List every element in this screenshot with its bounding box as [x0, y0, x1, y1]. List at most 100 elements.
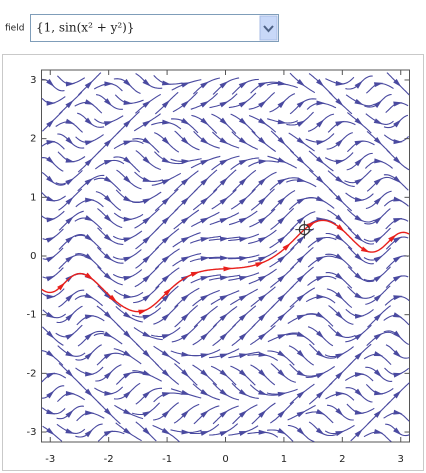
stream-arrow [316, 175, 325, 184]
x-tick-label: 1 [281, 454, 287, 465]
stream-arrow [354, 272, 364, 281]
stream-arrow [315, 311, 325, 319]
stream-arrow [123, 256, 133, 262]
stream-arrow [239, 237, 249, 242]
stream-arrow [393, 78, 402, 87]
stream-arrow [277, 350, 287, 358]
stream-arrow [258, 196, 267, 205]
stream-arrow [142, 176, 152, 182]
stream-arrow [84, 234, 94, 242]
stream-arrow [103, 272, 113, 281]
stream-arrow [103, 233, 113, 242]
stream-arrow [373, 136, 383, 145]
stream-arrow [393, 427, 402, 436]
stream-arrow [258, 351, 268, 357]
stream-arrow [161, 350, 171, 358]
stream-arrow [219, 353, 229, 359]
stream-arrow [46, 119, 55, 128]
stream-arrow [103, 311, 113, 320]
dropdown-box[interactable] [30, 14, 279, 42]
stream-arrow [104, 195, 113, 204]
locator-cross [295, 220, 314, 239]
stream-arrow [181, 369, 190, 378]
x-tick-label: -3 [45, 454, 55, 465]
stream-arrow [354, 178, 364, 186]
stream-arrow [238, 389, 248, 396]
stream-arrow [65, 157, 75, 163]
stream-arrow [65, 235, 75, 244]
stream-arrow [219, 117, 228, 126]
stream-arrow [277, 119, 287, 125]
stream-arrow [316, 140, 326, 146]
stream-arrow [316, 330, 325, 339]
stream-arrow [219, 81, 229, 89]
stream-arrow [335, 175, 344, 184]
stream-arrow [84, 253, 94, 261]
highlight-arrow [223, 266, 233, 272]
stream-arrow [354, 117, 363, 126]
stream-arrow [142, 137, 152, 145]
dropdown-button[interactable] [259, 15, 278, 41]
stream-arrow [258, 332, 267, 341]
stream-arrow [180, 256, 191, 263]
stream-arrow [373, 274, 383, 283]
stream-arrow [142, 427, 151, 436]
stream-arrow [354, 313, 365, 319]
stream-arrow [123, 390, 132, 399]
stream-arrow [316, 390, 325, 399]
highlight-arrow [138, 309, 148, 315]
streamline [42, 247, 64, 260]
highlight-arrow [108, 294, 118, 303]
stream-arrow [180, 118, 190, 125]
stream-arrow [84, 292, 94, 299]
stream-arrow [373, 351, 384, 357]
stream-arrow [335, 353, 345, 359]
stream-arrow [315, 350, 325, 358]
stream-arrow [65, 313, 74, 322]
stream-arrow [142, 349, 151, 359]
stream-arrow [103, 352, 113, 360]
stream-arrow [296, 120, 306, 127]
stream-arrow [219, 101, 229, 108]
stream-arrow [316, 78, 325, 87]
stream-arrow [123, 350, 133, 358]
stream-arrow [239, 256, 249, 261]
stream-arrow [65, 136, 74, 146]
stream-arrow [296, 349, 305, 359]
stream-arrow [354, 233, 364, 242]
stream-arrow [84, 158, 93, 167]
stream-arrow [393, 330, 402, 339]
stream-arrow [258, 409, 267, 418]
stream-arrow [354, 197, 365, 202]
locator[interactable] [295, 220, 314, 239]
stream-arrow [200, 294, 210, 302]
stream-arrow [219, 410, 229, 418]
stream-arrow [238, 197, 248, 205]
stream-arrow [258, 117, 267, 125]
stream-arrow [393, 101, 403, 107]
stream-arrow [123, 311, 133, 319]
stream-arrow [65, 81, 75, 87]
stream-arrow [200, 256, 210, 262]
stream-arrow [277, 293, 286, 302]
stream-arrow [123, 100, 133, 106]
stream-arrow [46, 236, 56, 243]
x-tick-label: 3 [398, 454, 404, 465]
stream-arrow [354, 429, 363, 438]
stream-arrow [181, 409, 190, 418]
stream-arrow [258, 275, 268, 282]
dropdown[interactable]: {1, sin(x² + y²)} [30, 14, 279, 42]
stream-arrow [104, 371, 113, 380]
stream-arrow [258, 369, 267, 378]
stream-arrow [277, 391, 287, 397]
stream-arrow [393, 156, 402, 165]
stream-arrow [315, 237, 326, 243]
stream-arrow [85, 410, 95, 416]
stream-arrow [219, 159, 229, 166]
stream-arrow [181, 196, 190, 205]
stream-arrow [123, 156, 132, 165]
stream-arrow [103, 331, 114, 338]
stream-arrow [219, 197, 229, 205]
stream-arrow [373, 216, 383, 225]
stream-arrow [238, 217, 248, 224]
